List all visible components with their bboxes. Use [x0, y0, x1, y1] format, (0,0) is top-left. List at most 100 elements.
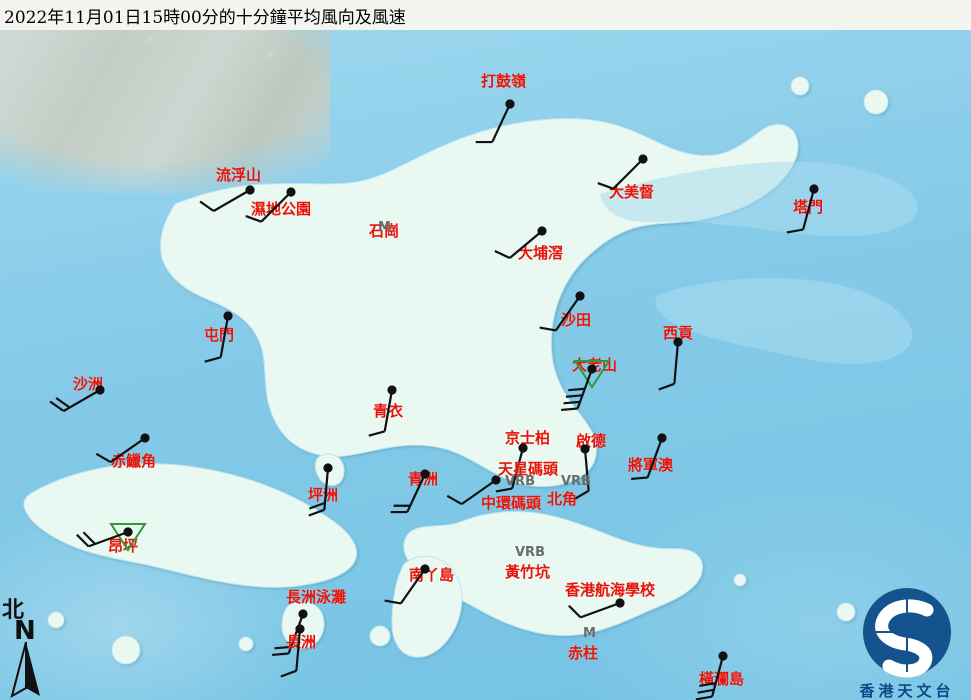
wind-barb — [495, 443, 528, 493]
wind-barb — [446, 475, 501, 506]
station-label[interactable]: 西貢 — [663, 324, 694, 342]
wind-barb — [368, 385, 397, 437]
station-label[interactable]: 塔門 — [793, 198, 824, 216]
station-label[interactable]: 坪洲 — [308, 486, 339, 504]
barb-shaft — [406, 473, 426, 513]
barb-feather — [475, 140, 493, 144]
station-label[interactable]: 京士柏 — [505, 429, 551, 447]
barb-feather — [597, 182, 614, 190]
wind-barb — [695, 651, 728, 700]
coastline-layer — [23, 76, 918, 665]
station-label[interactable]: 長洲 — [286, 633, 317, 651]
station-label[interactable]: 流浮山 — [216, 166, 262, 184]
station-label[interactable]: 昂坪 — [108, 537, 139, 555]
station-dot — [537, 226, 547, 236]
barb-feather — [82, 531, 96, 545]
station-dot — [809, 184, 819, 194]
station-label[interactable]: 石崗 — [369, 222, 400, 240]
gale-warning-triangle-icon — [573, 360, 611, 389]
barb-feather — [786, 228, 804, 234]
barb-feather — [568, 387, 585, 392]
barb-shaft — [580, 601, 621, 619]
wind-barb — [199, 185, 255, 212]
barb-shaft — [583, 448, 590, 491]
station-label[interactable]: 黃竹坑 — [505, 563, 551, 581]
wind-barb — [475, 99, 515, 144]
islet — [47, 611, 65, 629]
station-flag-vrb: VRB — [515, 545, 545, 560]
wind-barb — [561, 360, 611, 412]
wind-barb — [597, 154, 648, 190]
barb-shaft — [213, 189, 251, 212]
station-label[interactable]: 沙洲 — [73, 375, 104, 393]
station-dot — [575, 291, 585, 301]
station-label[interactable]: 濕地公園 — [251, 200, 312, 218]
station-label[interactable]: 天星碼頭 — [498, 460, 559, 478]
compass-label-cn: 北 — [2, 597, 25, 623]
barb-feather — [697, 688, 715, 694]
landmass-lamma — [391, 555, 463, 658]
barb-shaft — [400, 568, 426, 605]
hko-emblem-icon — [863, 588, 951, 678]
station-flag-m: M — [378, 220, 391, 235]
barb-shaft — [802, 188, 816, 230]
wind-barb — [95, 433, 150, 464]
hko-logo: 香港天文台 HONG KONG OBSERVATORY — [845, 586, 969, 700]
station-dot — [580, 444, 590, 454]
islet — [111, 635, 141, 665]
barb-shaft — [673, 341, 680, 384]
wind-barb — [280, 624, 305, 678]
barb-feather — [49, 400, 65, 412]
station-label[interactable]: 赤柱 — [568, 644, 599, 662]
station-label[interactable]: 長洲泳灘 — [286, 588, 347, 606]
station-dot — [491, 475, 501, 485]
station-dot — [140, 433, 150, 443]
barb-feather — [446, 494, 463, 506]
barb-feather — [95, 452, 112, 464]
barb-feather — [539, 326, 557, 332]
barb-shaft — [509, 230, 543, 259]
station-label[interactable]: 打鼓嶺 — [481, 72, 527, 90]
landmass-lantau — [23, 463, 358, 588]
station-dot — [286, 187, 296, 197]
station-label[interactable]: 北角 — [547, 490, 578, 508]
wind-barb — [494, 226, 547, 259]
barb-feather — [568, 604, 582, 619]
wind-barb — [390, 469, 430, 514]
station-dot — [638, 154, 648, 164]
barb-shaft — [460, 479, 497, 505]
satellite-imagery-mainland — [0, 24, 330, 194]
station-label[interactable]: 中環碼頭 — [481, 494, 542, 512]
barb-shaft — [612, 158, 644, 190]
barb-feather — [280, 669, 297, 678]
barb-feather — [384, 599, 402, 605]
station-label[interactable]: 沙田 — [561, 311, 592, 329]
barb-feather — [55, 397, 71, 409]
station-dot — [505, 99, 515, 109]
islet — [863, 89, 889, 115]
station-flag-vrb: VRB — [505, 474, 535, 489]
station-label[interactable]: 大美督 — [609, 183, 655, 201]
station-label[interactable]: 香港航海學校 — [565, 581, 656, 599]
barb-feather — [561, 407, 578, 412]
station-label[interactable]: 將軍澳 — [628, 456, 674, 474]
gale-warning-triangle-icon — [109, 523, 147, 552]
station-label[interactable]: 南丫島 — [409, 566, 455, 584]
barb-feather — [695, 695, 713, 700]
station-flag-m: M — [583, 626, 596, 641]
wind-barb — [631, 433, 667, 481]
station-dot — [298, 609, 308, 619]
station-label[interactable]: 大埔滘 — [518, 244, 564, 262]
barb-feather — [199, 200, 215, 212]
wind-barb — [245, 187, 296, 223]
barb-feather — [76, 533, 90, 548]
barb-feather — [495, 487, 513, 493]
map-canvas[interactable]: 打鼓嶺流浮山濕地公園石崗M大美督塔門大埔滘沙田西貢大老山屯門沙洲赤鱲角青衣京士柏… — [0, 24, 971, 700]
station-label[interactable]: 赤鱲角 — [111, 452, 157, 470]
barb-shaft — [555, 295, 581, 332]
station-dot — [615, 598, 625, 608]
station-dot — [673, 337, 683, 347]
wind-barb — [568, 598, 625, 619]
wind-barb — [658, 337, 683, 391]
